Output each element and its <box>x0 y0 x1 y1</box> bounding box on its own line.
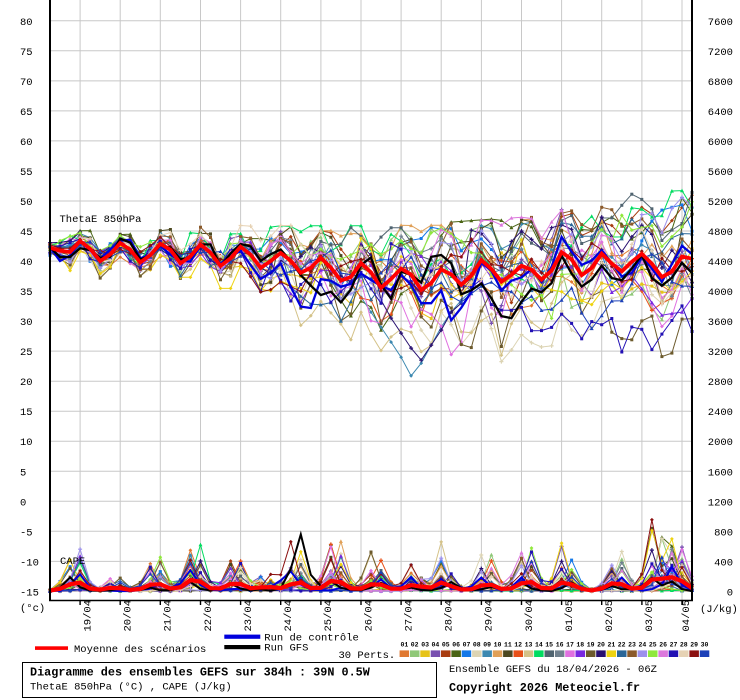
svg-text:19: 19 <box>587 642 595 649</box>
svg-text:4800: 4800 <box>708 227 733 239</box>
svg-text:6000: 6000 <box>708 137 733 149</box>
svg-text:30: 30 <box>20 317 33 329</box>
svg-text:04/05: 04/05 <box>681 600 693 632</box>
svg-text:0: 0 <box>20 497 26 509</box>
svg-text:Run de contrôle: Run de contrôle <box>264 633 359 645</box>
svg-text:800: 800 <box>714 527 733 539</box>
svg-text:50: 50 <box>20 197 33 209</box>
svg-text:05: 05 <box>442 642 450 649</box>
svg-text:29: 29 <box>690 642 698 649</box>
svg-text:28: 28 <box>680 642 688 649</box>
svg-text:20/04: 20/04 <box>123 600 135 632</box>
svg-text:3200: 3200 <box>708 347 733 359</box>
svg-text:03: 03 <box>421 642 429 649</box>
svg-text:16: 16 <box>556 642 564 649</box>
svg-text:20: 20 <box>20 377 33 389</box>
svg-text:02/05: 02/05 <box>604 600 616 632</box>
svg-text:21/04: 21/04 <box>163 600 175 632</box>
svg-text:27: 27 <box>670 642 678 649</box>
svg-text:Moyenne des scénarios: Moyenne des scénarios <box>74 644 206 656</box>
svg-text:4000: 4000 <box>708 287 733 299</box>
svg-text:65: 65 <box>20 107 33 119</box>
svg-text:Diagramme des ensembles GEFS s: Diagramme des ensembles GEFS sur 384h : … <box>30 666 371 680</box>
svg-text:Ensemble GEFS du 18/04/2026 -: Ensemble GEFS du 18/04/2026 - 06Z <box>449 664 657 676</box>
svg-text:60: 60 <box>20 137 33 149</box>
svg-text:3600: 3600 <box>708 317 733 329</box>
svg-text:22: 22 <box>618 642 626 649</box>
svg-text:29/04: 29/04 <box>484 600 496 632</box>
svg-text:02: 02 <box>411 642 419 649</box>
svg-text:35: 35 <box>20 287 33 299</box>
svg-text:CAPE: CAPE <box>60 556 85 568</box>
svg-text:2400: 2400 <box>708 407 733 419</box>
svg-text:11: 11 <box>504 642 512 649</box>
svg-text:22/04: 22/04 <box>203 600 215 632</box>
svg-text:400: 400 <box>714 557 733 569</box>
svg-text:13: 13 <box>525 642 533 649</box>
svg-text:2000: 2000 <box>708 437 733 449</box>
svg-text:10: 10 <box>20 437 33 449</box>
svg-text:25: 25 <box>20 347 33 359</box>
svg-text:45: 45 <box>20 227 33 239</box>
svg-text:07: 07 <box>463 642 471 649</box>
svg-text:1600: 1600 <box>708 467 733 479</box>
svg-text:20: 20 <box>597 642 605 649</box>
svg-text:70: 70 <box>20 77 33 89</box>
svg-text:21: 21 <box>607 642 615 649</box>
svg-text:04: 04 <box>431 642 439 649</box>
svg-text:-5: -5 <box>20 527 33 539</box>
svg-text:15: 15 <box>545 642 553 649</box>
svg-text:(J/kg): (J/kg) <box>700 604 738 616</box>
svg-text:27/04: 27/04 <box>403 600 415 632</box>
svg-text:30: 30 <box>701 642 709 649</box>
svg-text:18: 18 <box>576 642 584 649</box>
svg-text:-10: -10 <box>20 557 39 569</box>
svg-text:23: 23 <box>628 642 636 649</box>
svg-text:4400: 4400 <box>708 257 733 269</box>
svg-text:14: 14 <box>535 642 543 649</box>
svg-text:40: 40 <box>20 257 33 269</box>
svg-text:17: 17 <box>566 642 574 649</box>
svg-text:15: 15 <box>20 407 33 419</box>
svg-text:30/04: 30/04 <box>524 600 536 632</box>
svg-text:24/04: 24/04 <box>283 600 295 632</box>
svg-text:55: 55 <box>20 167 33 179</box>
svg-text:25/04: 25/04 <box>323 600 335 632</box>
svg-text:ThetaE 850hPa (°C) , CAPE (J/k: ThetaE 850hPa (°C) , CAPE (J/kg) <box>30 682 232 694</box>
svg-text:30 Perts.: 30 Perts. <box>339 650 396 662</box>
svg-text:10: 10 <box>494 642 502 649</box>
svg-text:7200: 7200 <box>708 47 733 59</box>
svg-text:1200: 1200 <box>708 497 733 509</box>
svg-text:01/05: 01/05 <box>564 600 576 632</box>
svg-text:24: 24 <box>638 642 646 649</box>
svg-text:-15: -15 <box>20 587 39 599</box>
svg-text:2800: 2800 <box>708 377 733 389</box>
svg-text:03/05: 03/05 <box>644 600 656 632</box>
svg-text:Copyright 2026 Meteociel.fr: Copyright 2026 Meteociel.fr <box>449 681 640 695</box>
svg-text:(°c): (°c) <box>20 603 45 615</box>
svg-text:75: 75 <box>20 47 33 59</box>
svg-text:Run GFS: Run GFS <box>264 643 308 655</box>
svg-text:25: 25 <box>649 642 657 649</box>
svg-text:12: 12 <box>514 642 522 649</box>
svg-text:6800: 6800 <box>708 77 733 89</box>
svg-text:5200: 5200 <box>708 197 733 209</box>
svg-text:5600: 5600 <box>708 167 733 179</box>
svg-text:23/04: 23/04 <box>243 600 255 632</box>
svg-text:09: 09 <box>483 642 491 649</box>
svg-text:01: 01 <box>400 642 408 649</box>
svg-text:26: 26 <box>659 642 667 649</box>
svg-text:06: 06 <box>452 642 460 649</box>
svg-text:ThetaE 850hPa: ThetaE 850hPa <box>60 214 142 226</box>
svg-text:28/04: 28/04 <box>444 600 456 632</box>
svg-text:08: 08 <box>473 642 481 649</box>
svg-text:7600: 7600 <box>708 17 733 29</box>
svg-text:26/04: 26/04 <box>363 600 375 632</box>
svg-text:0: 0 <box>727 587 733 599</box>
svg-text:19/04: 19/04 <box>82 600 94 632</box>
svg-text:6400: 6400 <box>708 107 733 119</box>
svg-text:80: 80 <box>20 17 33 29</box>
svg-text:5: 5 <box>20 467 26 479</box>
